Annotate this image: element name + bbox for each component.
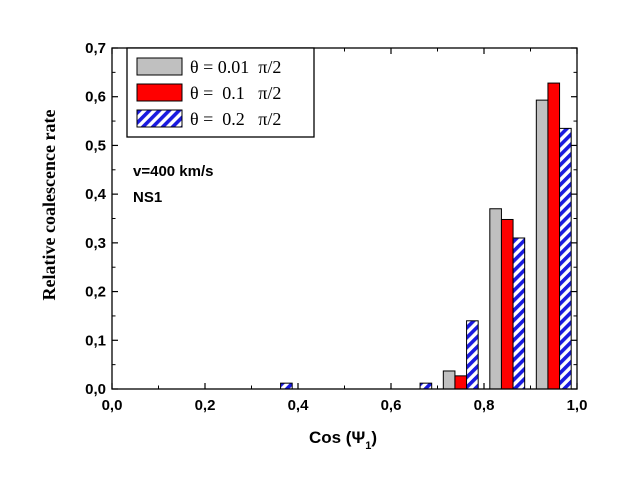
bar-series-2-1 bbox=[454, 375, 468, 390]
y-tick-label: 0,5 bbox=[85, 137, 106, 154]
x-axis-label-main: Cos (Ψ bbox=[309, 428, 365, 447]
annotation-velocity: v=400 km/s bbox=[133, 163, 214, 180]
bar-series-2-3 bbox=[547, 82, 561, 390]
x-tick-label: 0,6 bbox=[381, 397, 402, 414]
y-axis-label: Relative coalescence rate bbox=[39, 110, 59, 301]
x-axis-label-close: ) bbox=[371, 428, 377, 447]
x-tick-label: 0,4 bbox=[288, 397, 310, 414]
legend-label-3: θ = 0.2 π/2 bbox=[190, 109, 281, 129]
bar-series-2-2 bbox=[500, 218, 514, 390]
bar-series-3-4 bbox=[512, 237, 526, 390]
legend-swatch-2 bbox=[136, 83, 183, 102]
bars-layer bbox=[280, 82, 572, 390]
x-tick-label: 1,0 bbox=[567, 397, 588, 414]
bar-series-1-1 bbox=[442, 370, 456, 390]
y-tick-label: 0,4 bbox=[85, 186, 107, 203]
legend: θ = 0.01 π/2 θ = 0.1 π/2 θ = 0.2 π/2 bbox=[126, 47, 315, 138]
axes-layer: 0,0 0,2 0,4 0,6 0,8 1,0 0,0 0,1 0,2 0,3 0,4 0,5 0,6 0… bbox=[85, 40, 587, 414]
bar-series-3-3 bbox=[466, 320, 479, 390]
x-tick-label: 0,8 bbox=[474, 397, 495, 414]
legend-label-2: θ = 0.1 π/2 bbox=[190, 83, 281, 103]
y-tick-label: 0,6 bbox=[85, 89, 106, 106]
x-tick-label: 0,0 bbox=[102, 397, 123, 414]
x-axis-label: Cos (Ψ1) bbox=[309, 428, 377, 452]
x-axis-label-subscript: 1 bbox=[365, 440, 371, 452]
legend-swatch-1 bbox=[136, 57, 183, 76]
y-tick-label: 0,2 bbox=[85, 284, 106, 301]
legend-label-1: θ = 0.01 π/2 bbox=[190, 57, 281, 77]
bar-series-3-2 bbox=[419, 382, 433, 390]
x-tick-label: 0,2 bbox=[195, 397, 216, 414]
y-tick-label: 0,0 bbox=[85, 381, 106, 398]
bar-series-1-2 bbox=[489, 208, 502, 390]
bar-series-3-5 bbox=[559, 127, 572, 390]
legend-swatch-3 bbox=[136, 109, 183, 128]
labels-layer: Relative coalescence rate Cos (Ψ1) v=400… bbox=[39, 110, 377, 452]
annotation-ns1: NS1 bbox=[133, 189, 162, 206]
y-tick-label: 0,7 bbox=[85, 40, 106, 57]
y-tick-label: 0,3 bbox=[85, 235, 106, 252]
y-tick-label: 0,1 bbox=[85, 332, 106, 349]
bar-series-3-1 bbox=[280, 382, 293, 390]
bar-series-1-3 bbox=[535, 99, 549, 390]
